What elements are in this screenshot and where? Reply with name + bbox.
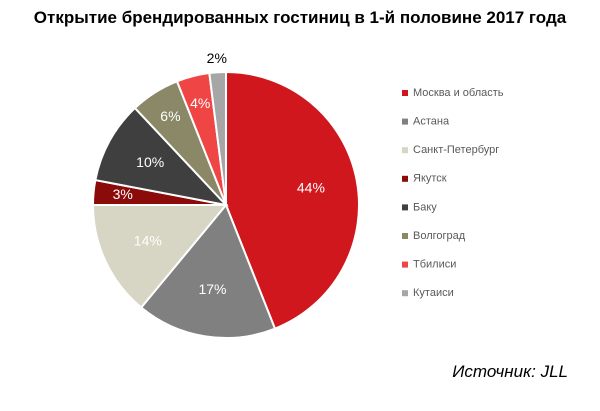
legend-swatch-3 [402, 147, 408, 154]
chart-title: Открытие брендированных гостиниц в 1-й п… [33, 8, 567, 27]
legend-swatch-2 [402, 118, 408, 125]
slice-label-2: 17% [198, 281, 226, 297]
source-note: Источник: JLL [452, 362, 568, 381]
legend-label-1: Москва и область [413, 87, 504, 99]
slice-labels: 44% 17% 14% 3%10% 6% 4% 2% [113, 50, 325, 297]
pie-slice-1 [225, 70, 360, 330]
legend-label-8: Кутаиси [413, 287, 454, 299]
pie-slice-5 [94, 106, 229, 207]
legend-swatch-1 [402, 90, 408, 96]
slice-label-5: 10% [136, 154, 164, 170]
slice-label-1: 44% [297, 180, 325, 196]
legend-swatch-7 [402, 261, 408, 268]
legend-swatch-6 [402, 233, 408, 239]
pie-slices [91, 70, 360, 339]
slice-label-6: 6% [160, 108, 180, 124]
slice-label-7: 4% [190, 95, 210, 111]
pie-slice-2 [139, 203, 277, 339]
slice-label-4: 3% [113, 186, 133, 202]
legend-label-2: Астана [413, 116, 450, 128]
slice-label-3: 14% [134, 233, 162, 249]
pie-slice-3 [91, 204, 229, 309]
legend-swatch-4 [402, 175, 408, 182]
legend-label-4: Якутск [413, 173, 447, 185]
pie-slice-8 [208, 70, 227, 206]
legend-label-3: Санкт-Петербург [413, 144, 499, 156]
legend-label-7: Тбилиси [413, 259, 456, 271]
slice-label-8: 2% [207, 50, 227, 66]
legend-label-5: Баку [413, 201, 437, 213]
legend-swatch-5 [402, 204, 408, 211]
legend-swatch-8 [402, 290, 408, 297]
legend-label-6: Волгоград [413, 230, 466, 242]
legend: Москва и область Астана Санкт-Петербург Яку… [402, 87, 504, 299]
